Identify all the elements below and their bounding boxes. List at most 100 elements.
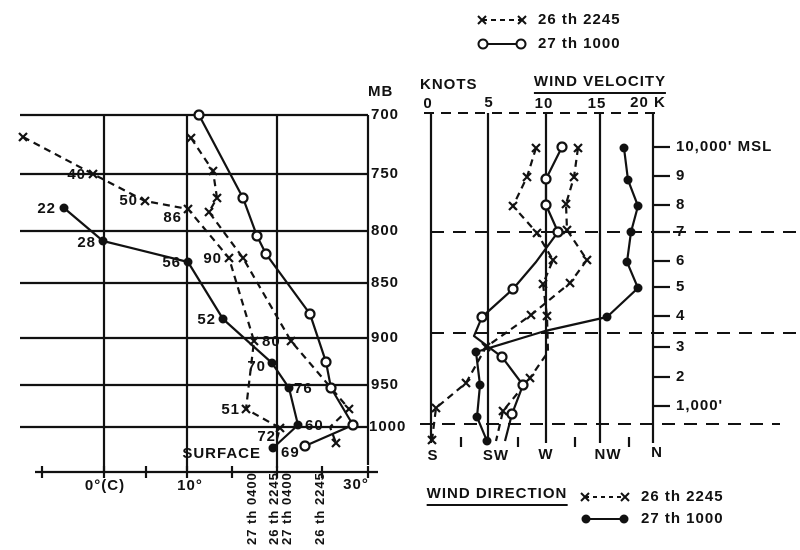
temperature-curve-27th-0400-marker bbox=[251, 230, 263, 242]
wind-direction-curve-26th-2245-marker bbox=[431, 403, 441, 413]
dewpoint-curve-26th-2245-marker bbox=[224, 253, 234, 263]
altitude-label-1000: 1,000' bbox=[676, 397, 724, 414]
wind-speed-curve-26th-2245-marker bbox=[538, 279, 548, 289]
dewpoint-curve-27th-0400-marker bbox=[59, 203, 69, 213]
legend-bottom-label-27th: 27 th 1000 bbox=[641, 510, 724, 527]
wind-speed-curve-26th-2245-marker bbox=[522, 172, 532, 182]
wind-direction-curve-26th-2245-marker bbox=[461, 378, 471, 388]
temperature-curve-27th-0400-marker bbox=[299, 440, 311, 452]
knots-tick-15: 15 bbox=[587, 95, 607, 112]
dewpoint-curve-26th-2245-marker bbox=[88, 169, 98, 179]
pressure-label-750: 750 bbox=[371, 165, 400, 182]
temperature-curve-26th-2245-marker bbox=[331, 438, 341, 448]
wind-speed-curve-27th-1000-marker bbox=[540, 199, 552, 211]
pressure-label-850: 850 bbox=[371, 274, 400, 291]
direction-label-n: N bbox=[651, 444, 663, 461]
altitude-label-10000: 10,000' MSL bbox=[676, 138, 773, 155]
temperature-curve-27th-0400-marker bbox=[320, 356, 332, 368]
x-dashed-marker-icon bbox=[477, 15, 527, 25]
legend-bottom-row-26th: 26 th 2245 bbox=[579, 489, 724, 505]
wind-direction-curve-27th-1000 bbox=[474, 147, 640, 442]
wind-speed-curve-27th-1000-marker bbox=[496, 351, 508, 363]
dewpoint-curve-26th-2245-marker bbox=[18, 132, 28, 142]
altitude-label-4: 4 bbox=[676, 307, 686, 324]
wind-direction-curve-26th-2245-marker bbox=[562, 225, 572, 235]
legend-bottom-label-26th: 26 th 2245 bbox=[641, 488, 724, 505]
wind-speed-curve-26th-2245-marker bbox=[508, 201, 518, 211]
temperature-curve-26th-2245-marker bbox=[286, 336, 296, 346]
legend-top-label-26th: 26 th 2245 bbox=[538, 11, 621, 28]
humidity-label: 72 bbox=[257, 428, 276, 445]
humidity-label: 70 bbox=[247, 358, 266, 375]
temperature-curve-26th-2245-marker bbox=[204, 207, 214, 217]
wind-speed-curve-26th-2245-marker bbox=[542, 311, 552, 321]
wind-speed-curve-27th-1000-marker bbox=[476, 311, 488, 323]
wind-direction-curve-27th-1000-marker bbox=[619, 143, 629, 153]
temp-axis-label-0c: 0°(C) bbox=[84, 477, 126, 494]
temp-axis-label-10: 10° bbox=[177, 477, 203, 494]
temp-axis-label-30: 30° bbox=[343, 476, 369, 493]
humidity-label: 22 bbox=[37, 200, 56, 217]
wind-speed-curve-27th-1000-marker bbox=[540, 173, 552, 185]
dewpoint-curve-26th-2245-marker bbox=[241, 404, 251, 414]
temperature-curve-26th-2245-marker bbox=[238, 253, 248, 263]
humidity-label: 90 bbox=[203, 250, 222, 267]
knots-tick-20k: 20 K bbox=[630, 94, 666, 111]
humidity-label: 60 bbox=[305, 417, 324, 434]
temperature-curve-27th-0400-marker bbox=[193, 109, 205, 121]
curve-time-label-27th-0400-a: 27 th 0400 bbox=[244, 472, 259, 545]
wind-speed-curve-27th-1000-marker bbox=[556, 141, 568, 153]
dewpoint-curve-27th-0400 bbox=[63, 207, 300, 449]
temperature-curve-27th-0400-marker bbox=[237, 192, 249, 204]
wind-direction-curve-27th-1000-marker bbox=[622, 257, 632, 267]
legend-top-row-26th: 26 th 2245 bbox=[476, 12, 621, 28]
dewpoint-curve-27th-0400-marker bbox=[218, 314, 228, 324]
humidity-label: 69 bbox=[281, 444, 300, 461]
temperature-curve-26th-2245-marker bbox=[208, 166, 218, 176]
curve-time-label-26th-2245-b: 26 th 2245 bbox=[312, 472, 327, 545]
wind-direction-curve-27th-1000-marker bbox=[482, 436, 492, 446]
direction-label-w: W bbox=[538, 446, 554, 463]
altitude-label-3: 3 bbox=[676, 338, 686, 355]
temperature-curve-27th-0400-marker bbox=[260, 248, 272, 260]
wind-direction-curve-26th-2245-marker bbox=[427, 435, 437, 445]
wind-direction-curve-26th-2245-marker bbox=[569, 172, 579, 182]
direction-label-nw: NW bbox=[594, 446, 622, 463]
dewpoint-curve-26th-2245-marker bbox=[183, 204, 193, 214]
wind-direction-curve-27th-1000-marker bbox=[472, 412, 482, 422]
wind-speed-curve-26th-2245 bbox=[494, 147, 555, 442]
wind-direction-curve-26th-2245-marker bbox=[565, 278, 575, 288]
altitude-label-7: 7 bbox=[676, 223, 686, 240]
temperature-curve-27th-0400-marker bbox=[304, 308, 316, 320]
dot-marker-icon bbox=[581, 514, 629, 524]
legend-top-row-27th: 27 th 1000 bbox=[476, 36, 621, 52]
x-dashed-marker-icon bbox=[580, 492, 630, 502]
pressure-label-950: 950 bbox=[371, 376, 400, 393]
knots-axis-title: KNOTS bbox=[420, 76, 478, 93]
dewpoint-curve-27th-0400-marker bbox=[267, 358, 277, 368]
altitude-label-8: 8 bbox=[676, 196, 686, 213]
wind-direction-curve-26th-2245-marker bbox=[573, 143, 583, 153]
wind-speed-curve-27th-1000-marker bbox=[517, 379, 529, 391]
wind-speed-curve-27th-1000-marker bbox=[507, 283, 519, 295]
humidity-label: 56 bbox=[162, 254, 181, 271]
direction-label-s: S bbox=[427, 447, 439, 464]
wind-velocity-title: WIND VELOCITY bbox=[533, 74, 667, 94]
humidity-label: 76 bbox=[294, 380, 313, 397]
wind-direction-curve-27th-1000-marker bbox=[626, 227, 636, 237]
dewpoint-curve-26th-2245 bbox=[22, 136, 282, 451]
wind-direction-curve-27th-1000-marker bbox=[623, 175, 633, 185]
wind-direction-curve-27th-1000-marker bbox=[633, 201, 643, 211]
pressure-label-700: 700 bbox=[371, 106, 400, 123]
dewpoint-curve-27th-0400-marker bbox=[98, 236, 108, 246]
altitude-label-2: 2 bbox=[676, 368, 686, 385]
wind-speed-curve-27th-1000-marker bbox=[506, 408, 518, 420]
temperature-curve-27th-0400-marker bbox=[325, 382, 337, 394]
wind-direction-curve-27th-1000-marker bbox=[475, 380, 485, 390]
humidity-label: 86 bbox=[163, 209, 182, 226]
legend-top-label-27th: 27 th 1000 bbox=[538, 35, 621, 52]
wind-direction-curve-26th-2245-marker bbox=[526, 310, 536, 320]
wind-direction-curve-27th-1000-marker bbox=[602, 312, 612, 322]
humidity-label: 52 bbox=[197, 311, 216, 328]
